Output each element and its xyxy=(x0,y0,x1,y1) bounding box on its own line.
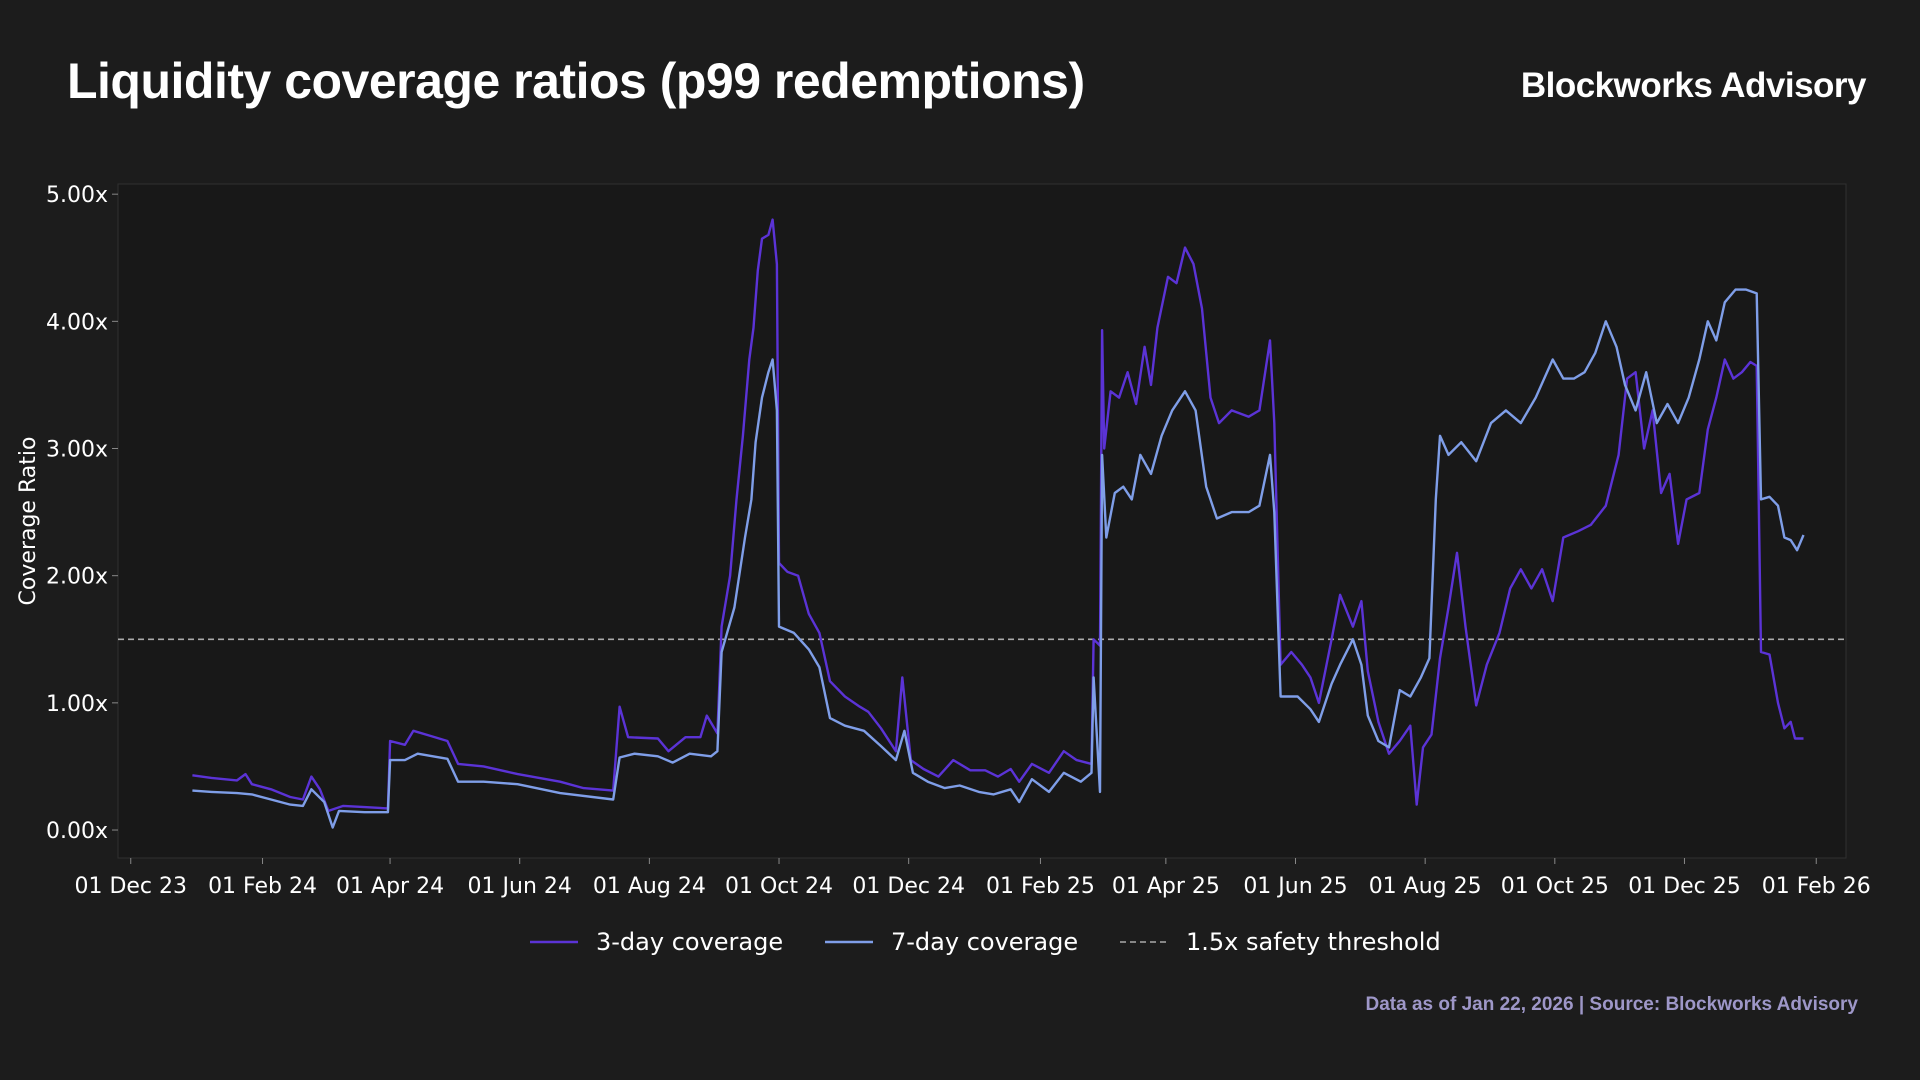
x-tick-label: 01 Aug 25 xyxy=(1369,874,1482,899)
series-line-7day xyxy=(192,288,1805,829)
y-tick-label: 1.00x xyxy=(46,692,108,717)
x-tick-label: 01 Oct 25 xyxy=(1501,874,1609,899)
x-tick-label: 01 Feb 25 xyxy=(986,874,1095,899)
y-tick-label: 2.00x xyxy=(46,565,108,590)
x-tick-label: 01 Feb 26 xyxy=(1762,874,1871,899)
x-axis-ticks: 01 Dec 23 01 Feb 24 01 Apr 24 01 Jun 24 01 A… xyxy=(74,858,1871,899)
chart-title: Liquidity coverage ratios (p99 redemptio… xyxy=(67,53,1085,109)
x-tick-label: 01 Aug 24 xyxy=(593,874,706,899)
legend-item-3day: 3-day coverage xyxy=(530,928,783,956)
x-tick-label: 01 Jun 25 xyxy=(1243,874,1347,899)
series-lines xyxy=(192,218,1805,829)
plot-area xyxy=(117,183,1847,859)
source-note: Data as of Jan 22, 2026 | Source: Blockw… xyxy=(1365,994,1859,1015)
x-tick-label: 01 Dec 25 xyxy=(1628,874,1741,899)
x-tick-label: 01 Dec 23 xyxy=(74,874,187,899)
chart-legend: 3-day coverage 7-day coverage 1.5x safety … xyxy=(530,928,1441,956)
legend-label: 1.5x safety threshold xyxy=(1186,928,1441,956)
series-line-3day xyxy=(192,218,1804,813)
y-tick-label: 4.00x xyxy=(46,310,108,335)
y-axis-ticks: 0.00x 1.00x 2.00x 3.00x 4.00x 5.00x xyxy=(46,183,118,844)
x-tick-label: 01 Oct 24 xyxy=(725,874,833,899)
legend-item-threshold: 1.5x safety threshold xyxy=(1120,928,1441,956)
x-tick-label: 01 Apr 25 xyxy=(1112,874,1220,899)
legend-item-7day: 7-day coverage xyxy=(825,928,1078,956)
legend-label: 7-day coverage xyxy=(891,928,1078,956)
legend-label: 3-day coverage xyxy=(596,928,783,956)
y-axis-label: Coverage Ratio xyxy=(16,437,41,606)
x-tick-label: 01 Apr 24 xyxy=(336,874,444,899)
x-tick-label: 01 Jun 24 xyxy=(468,874,572,899)
x-tick-label: 01 Dec 24 xyxy=(852,874,965,899)
x-tick-label: 01 Feb 24 xyxy=(208,874,317,899)
y-tick-label: 3.00x xyxy=(46,438,108,463)
brand-logo-text: Blockworks Advisory xyxy=(1520,66,1867,105)
y-tick-label: 5.00x xyxy=(46,183,108,208)
y-tick-label: 0.00x xyxy=(46,819,108,844)
